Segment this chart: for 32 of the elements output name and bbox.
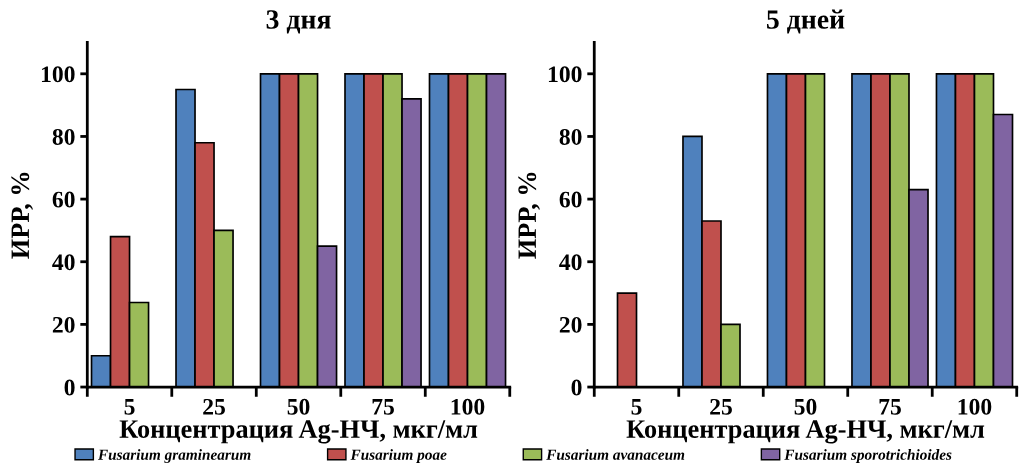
x-tick-label: 5 <box>124 399 135 415</box>
y-axis-title: ИРР, % <box>518 172 540 259</box>
chart-title: 5 дней <box>766 9 845 34</box>
legend-label: Fusarium sporotrichioides <box>784 449 952 463</box>
x-axis-title: Концентрация Ag-НЧ, мкг/мл <box>119 420 478 444</box>
y-tick-label: 40 <box>52 254 75 271</box>
y-tick-label: 100 <box>41 66 75 83</box>
y-tick-label: 0 <box>571 379 582 396</box>
x-tick-label: 50 <box>794 398 817 415</box>
y-axis-title: ИРР, % <box>11 172 33 259</box>
y-tick-label: 20 <box>52 316 75 333</box>
legend-label: Fusarium graminearum <box>97 449 251 463</box>
legend-label: Fusarium poae <box>350 449 447 463</box>
chart-title: 3 дня <box>266 10 331 34</box>
y-tick-label: 40 <box>559 254 582 271</box>
x-tick-label: 100 <box>451 398 485 415</box>
x-tick-label: 50 <box>287 398 310 415</box>
x-axis-title: Концентрация Ag-НЧ, мкг/мл <box>626 420 985 444</box>
y-tick-label: 60 <box>52 191 75 208</box>
y-tick-label: 60 <box>559 191 582 208</box>
x-tick-label: 75 <box>879 399 901 415</box>
x-tick-label: 75 <box>372 399 394 415</box>
x-tick-label: 25 <box>710 398 732 415</box>
y-tick-label: 20 <box>559 316 582 333</box>
y-tick-label: 0 <box>64 379 75 396</box>
y-tick-label: 100 <box>548 66 582 83</box>
legend-label: Fusarium avanaceum <box>546 449 685 460</box>
x-tick-label: 25 <box>203 398 225 415</box>
x-tick-label: 100 <box>958 398 992 415</box>
y-tick-label: 80 <box>559 128 582 145</box>
y-tick-label: 80 <box>52 128 75 145</box>
x-tick-label: 5 <box>631 399 642 415</box>
